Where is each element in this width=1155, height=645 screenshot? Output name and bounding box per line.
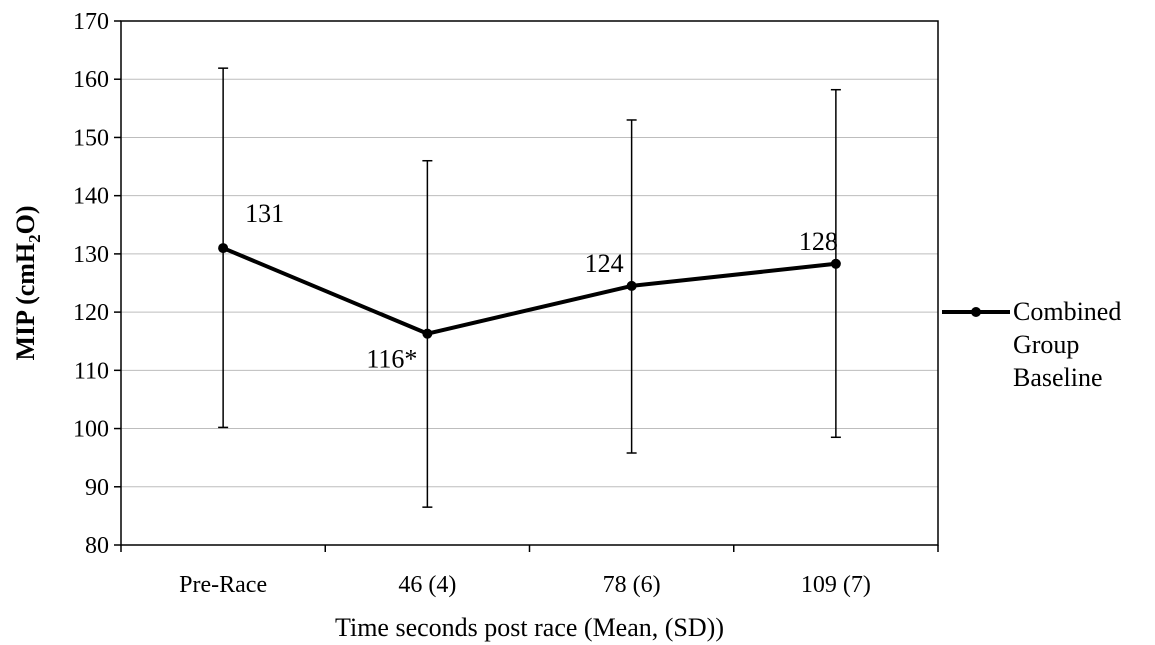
legend-point-marker [971,307,981,317]
data-label: 128 [799,227,838,256]
legend-label-line-3: Baseline [1013,363,1103,392]
gridlines [121,78,938,488]
y-tick-label: 140 [73,184,109,210]
y-tick-label: 90 [85,475,109,501]
series-line [222,246,837,336]
data-point [422,328,433,339]
y-tick-label: 150 [73,125,109,151]
y-tick-label: 130 [73,242,109,268]
y-tick-label: 120 [73,300,109,326]
y-tick-label: 80 [85,533,109,559]
data-label: 131 [245,199,284,228]
legend: Combined Group Baseline [942,297,1128,392]
x-tick-label: 78 (6) [603,572,661,598]
data-label: 116* [366,345,417,374]
y-axis-tick-labels: 80 90 100 110 120 130 140 150 160 170 [73,9,121,559]
data-labels: 131 116* 124 128 [245,199,838,374]
series-combined-group-baseline [218,243,841,339]
x-tick-label: 109 (7) [801,572,871,598]
data-label: 124 [585,249,624,278]
y-tick-label: 100 [73,417,109,443]
y-axis-title-main: MIP (cmH [11,243,40,361]
plot-area-frame [120,20,939,546]
legend-label-line-1: Combined [1013,297,1121,326]
error-bars [218,67,841,508]
y-tick-label: 170 [73,9,109,35]
y-axis-title-tail: O) [11,205,40,234]
y-axis-title: MIP (cmH2O) [11,205,44,360]
y-tick-label: 110 [74,358,109,384]
legend-label-line-2: Group [1013,330,1079,359]
data-point [830,258,841,269]
x-axis-title: Time seconds post race (Mean, (SD)) [335,613,724,642]
legend-label: Combined Group Baseline [1013,297,1128,392]
y-axis-title-subscript: 2 [25,234,44,243]
x-tick-label: 46 (4) [398,572,456,598]
y-tick-label: 160 [73,67,109,93]
x-tick-label: Pre-Race [179,572,267,598]
data-point [218,243,229,254]
x-axis-tick-labels: Pre-Race 46 (4) 78 (6) 109 (7) [120,545,939,598]
data-point [626,280,637,291]
